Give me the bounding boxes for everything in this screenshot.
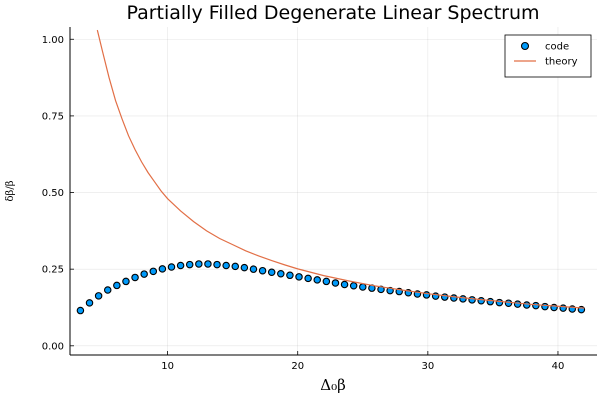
data-point-code	[349, 281, 358, 290]
x-tick-label: 20	[291, 361, 304, 372]
x-tick-label: 40	[552, 361, 565, 372]
data-point-code	[113, 281, 121, 290]
data-point-code	[167, 263, 176, 271]
data-point-code	[195, 260, 203, 268]
axes	[69, 27, 597, 356]
data-point-code	[504, 299, 513, 307]
y-tick-label: 0.00	[42, 341, 64, 352]
y-axis-label: δβ/β	[5, 180, 16, 201]
data-point-code	[122, 277, 130, 286]
data-point-code	[532, 301, 540, 310]
data-point-code	[149, 267, 158, 276]
data-point-code	[541, 302, 549, 311]
y-tick-label: 0.75	[42, 111, 64, 122]
data-point-code	[495, 298, 504, 307]
legend-label-theory: theory	[545, 57, 578, 68]
series-line-theory	[96, 29, 585, 309]
data-point-code	[185, 260, 194, 269]
data-point-code	[513, 300, 522, 308]
data-point-code	[522, 301, 531, 309]
x-axis-label: Δ₀β	[320, 376, 346, 394]
data-point-code	[377, 285, 385, 294]
series-layer	[76, 29, 586, 315]
data-point-code	[231, 262, 240, 271]
data-point-code	[313, 276, 321, 284]
y-tick-label: 0.50	[42, 188, 64, 199]
data-point-code	[176, 261, 185, 270]
data-point-code	[331, 279, 340, 287]
data-point-code	[94, 292, 103, 300]
data-point-code	[204, 260, 212, 268]
data-point-code	[267, 268, 276, 276]
legend-box	[504, 34, 592, 78]
data-point-code	[322, 277, 331, 286]
data-point-code	[486, 297, 495, 306]
data-point-code	[85, 299, 94, 307]
legend-label-code: code	[545, 42, 569, 53]
data-point-code	[258, 266, 267, 275]
x-tick-label: 30	[421, 361, 434, 372]
data-point-code	[295, 273, 303, 281]
x-tick-label: 10	[161, 361, 174, 372]
data-point-code	[477, 296, 485, 305]
data-point-code	[240, 263, 249, 272]
legend: code theory	[504, 34, 592, 78]
tick-labels: 10 20 30 40 0.00 0.25 0.50 0.75 1.00	[42, 35, 565, 372]
data-point-code	[158, 265, 167, 273]
data-point-code	[450, 294, 458, 302]
chart-title: Partially Filled Degenerate Linear Spect…	[126, 2, 539, 24]
data-point-code	[304, 274, 312, 283]
data-point-code	[286, 271, 294, 280]
data-point-code	[359, 283, 367, 291]
data-point-code	[249, 265, 258, 273]
data-point-code	[76, 306, 85, 315]
data-point-code	[277, 270, 285, 278]
data-point-code	[222, 261, 230, 270]
data-point-code	[340, 280, 349, 289]
data-point-code	[559, 304, 567, 312]
y-tick-label: 0.25	[42, 265, 64, 276]
data-point-code	[103, 286, 112, 294]
data-point-code	[468, 296, 476, 304]
data-point-code	[213, 260, 221, 269]
legend-swatch-code	[520, 41, 530, 51]
y-tick-label: 1.00	[42, 35, 64, 46]
data-point-code	[459, 295, 467, 303]
data-point-code	[140, 270, 148, 278]
data-point-code	[131, 273, 139, 282]
